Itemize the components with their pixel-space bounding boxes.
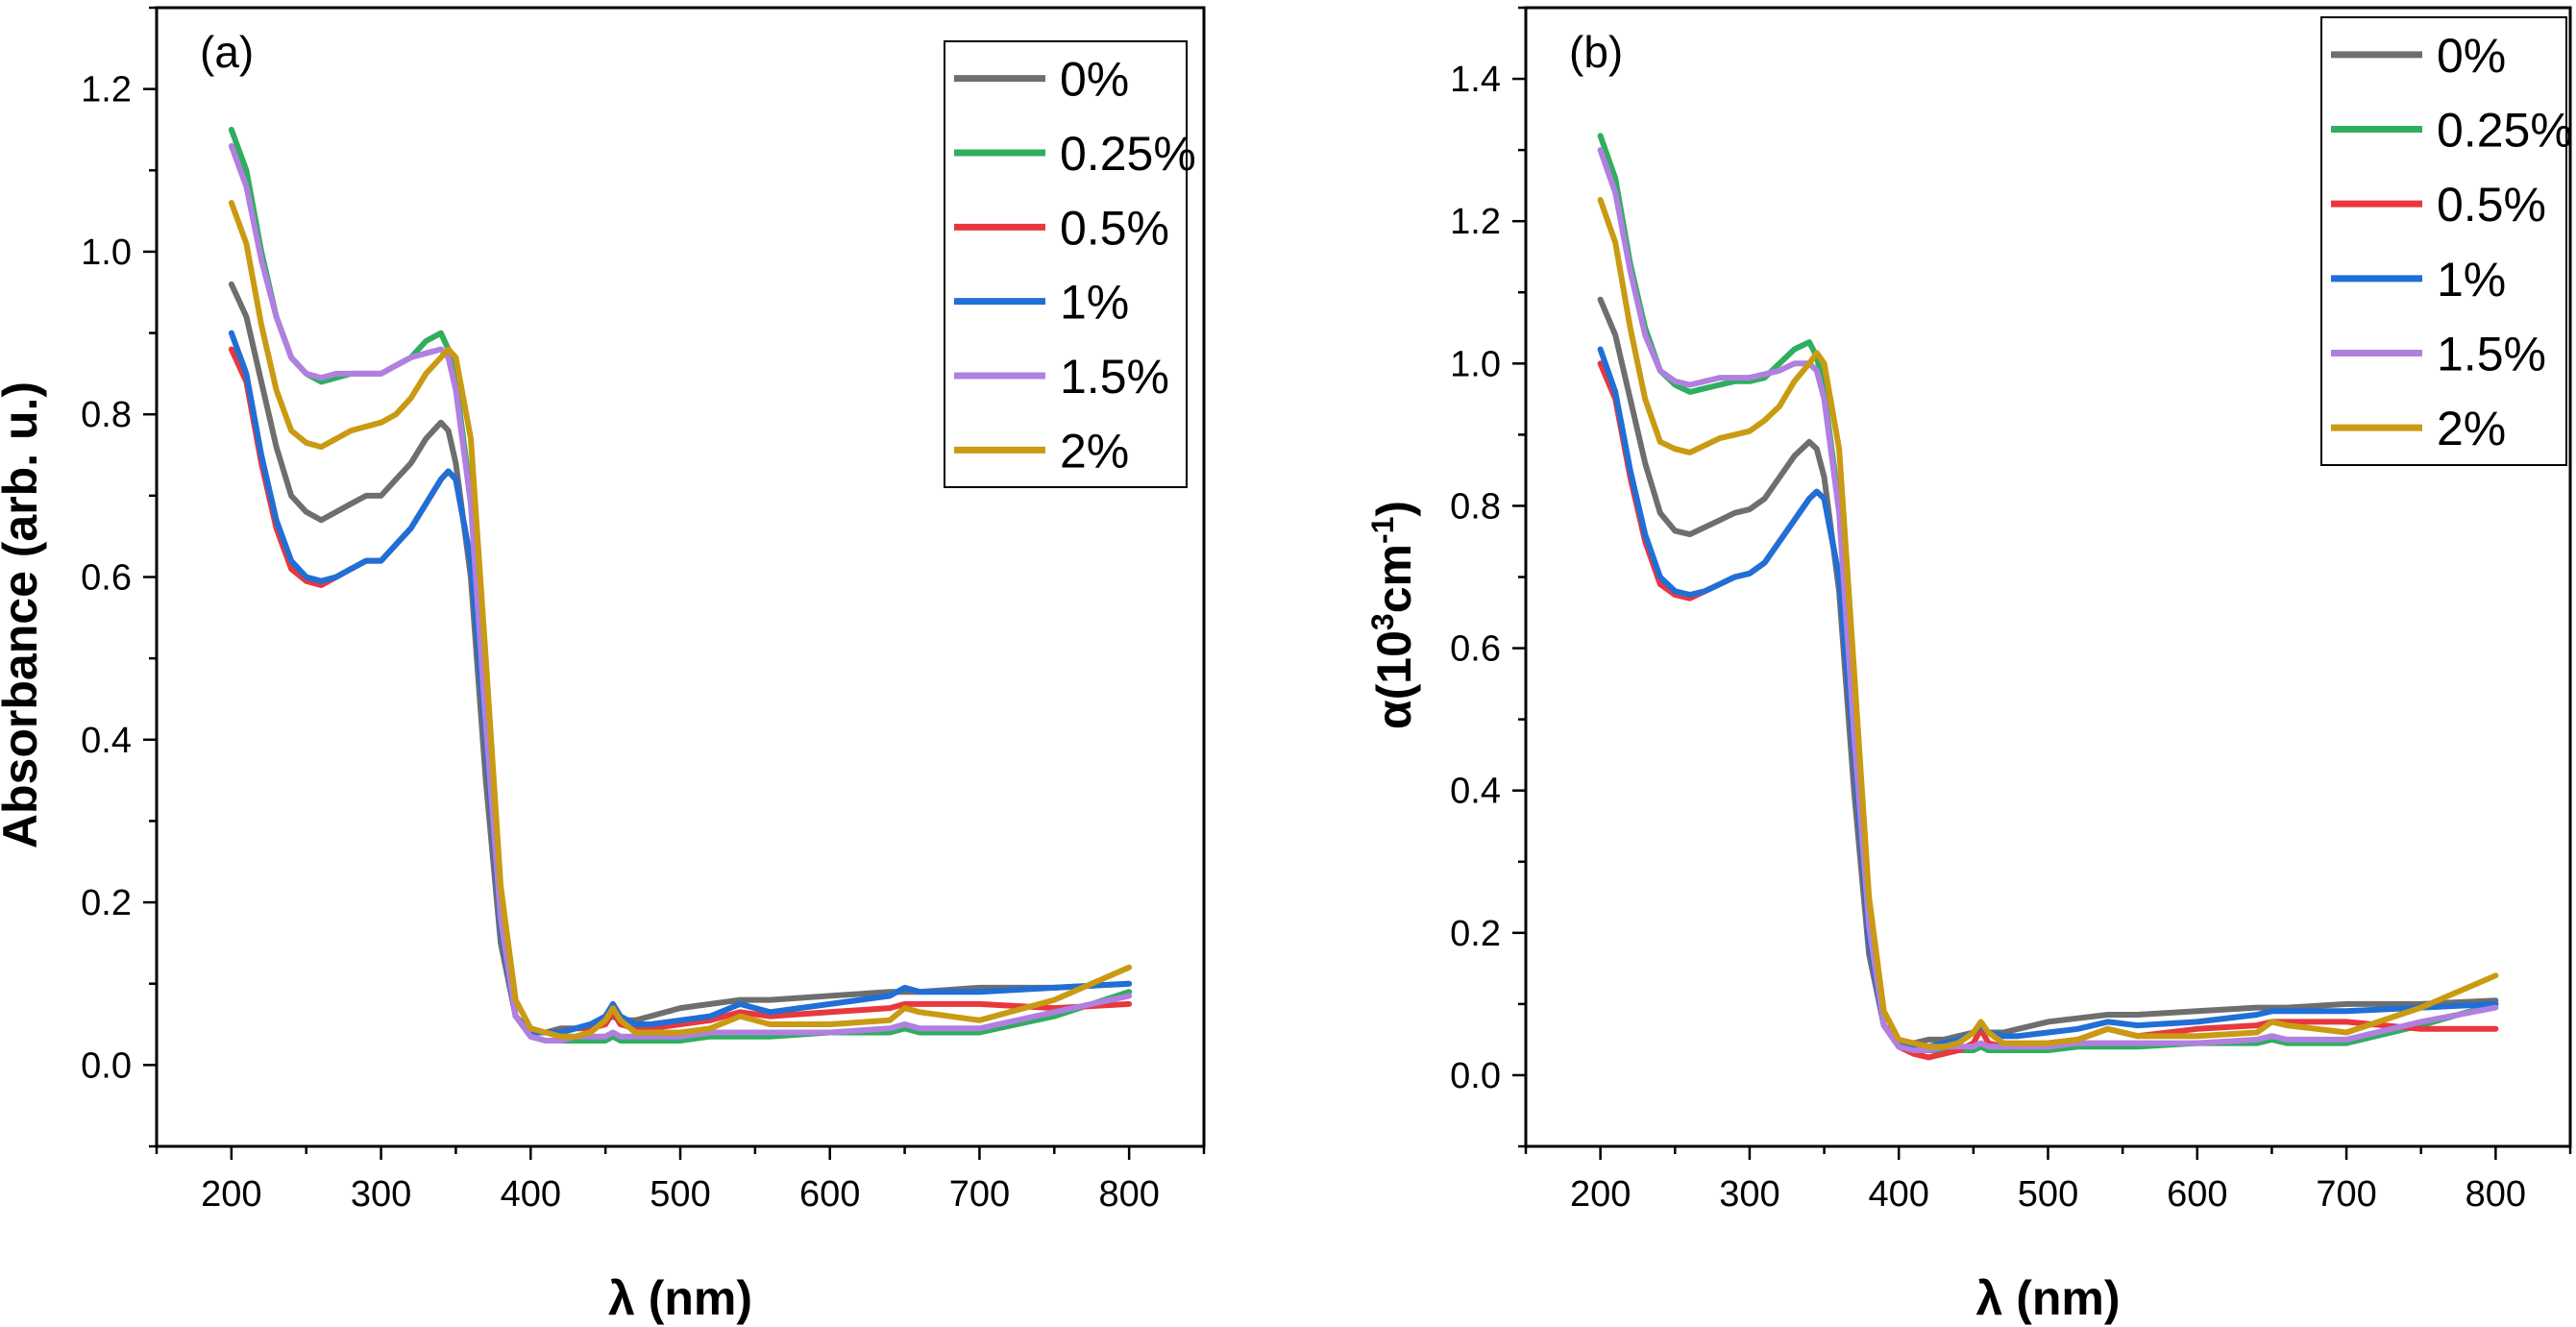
y-tick-label-b: 0.2 [1450,914,1501,954]
legend-label-b: 0.5% [2437,178,2546,232]
y-axis-title-part-b: 3 [1365,613,1400,630]
y-tick-label-a: 0.2 [81,883,132,923]
x-tick-label-a: 800 [1098,1174,1159,1215]
panel-b: 200 300 400 500 600 700 800 0.0 0.2 0.4 0.6 0.8 1.0 1… [1365,6,2573,1325]
legend-label-a: 0.5% [1060,201,1169,255]
y-tick-label-a: 0.0 [81,1045,132,1086]
x-tick-label-b: 300 [1719,1174,1779,1215]
y-tick-label-a: 0.4 [81,721,132,761]
legend-label-a: 1.5% [1060,350,1169,404]
y-tick-label-b: 0.0 [1450,1056,1501,1096]
x-tick-label-a: 700 [949,1174,1010,1215]
series-line-a-1_5pct [228,142,1133,1044]
legend-label-a: 2% [1060,424,1129,478]
x-tick-label-a: 400 [501,1174,561,1215]
y-axis-title-b: α(103cm-1) [1365,501,1421,729]
x-tick-label-b: 600 [2167,1174,2227,1215]
y-tick-label-b: 1.4 [1450,60,1501,100]
x-tick-label-a: 200 [201,1174,261,1215]
legend-label-a: 0% [1060,53,1129,107]
y-axis-title-part-b: cm [1367,544,1421,613]
series-line-b-1_5pct [1597,147,2499,1053]
y-tick-label-b: 1.2 [1450,202,1501,242]
legend-frame-b [2320,16,2567,466]
x-tick-label-b: 200 [1570,1174,1631,1215]
legend-label-a: 1% [1060,276,1129,330]
x-tick-label-b: 500 [2018,1174,2078,1215]
series-line-b-2pct [1597,197,2499,1050]
x-tick-label-b: 700 [2316,1174,2376,1215]
legend-label-b: 0.25% [2437,104,2573,158]
x-tick-label-a: 500 [650,1174,710,1215]
x-axis-title-a: λ (nm) [608,1271,752,1325]
y-axis-title-a: Absorbance (arb. u.) [0,381,47,848]
legend-frame-a [944,40,1188,488]
series-line-a-2pct [228,200,1133,1040]
y-tick-label-b: 0.6 [1450,629,1501,670]
x-axis-title-b: λ (nm) [1976,1271,2121,1325]
y-tick-label-b: 0.4 [1450,772,1501,812]
legend-label-b: 1% [2437,253,2506,307]
y-tick-label-b: 0.8 [1450,486,1501,527]
y-tick-label-a: 0.8 [81,395,132,435]
legend-label-b: 0% [2437,29,2506,83]
legend-label-a: 0.25% [1060,127,1196,181]
y-tick-label-a: 1.0 [81,233,132,273]
panel-a: 200 300 400 500 600 700 800 0.0 0.2 0.4 0.6 0.8 1.0 1… [0,6,1206,1325]
legend-label-b: 2% [2437,402,2506,455]
legend-a: 0% 0.25% 0.5% 1% 1.5% 2% [944,40,1196,488]
x-tick-label-b: 800 [2466,1174,2526,1215]
legend-label-b: 1.5% [2437,328,2546,381]
y-tick-label-b: 1.0 [1450,344,1501,384]
legend-b: 0% 0.25% 0.5% 1% 1.5% 2% [2320,16,2573,466]
panel-label-a: (a) [200,27,254,77]
x-tick-label-a: 300 [351,1174,411,1215]
x-tick-label-b: 400 [1869,1174,1929,1215]
x-tick-label-a: 600 [799,1174,860,1215]
y-axis-title-part-b: α(10 [1367,630,1421,729]
panel-label-b: (b) [1569,27,1623,77]
y-tick-label-a: 0.6 [81,558,132,599]
y-axis-title-part-b: ) [1367,501,1421,517]
y-tick-label-a: 1.2 [81,70,132,111]
y-axis-title-part-b: -1 [1365,517,1400,544]
